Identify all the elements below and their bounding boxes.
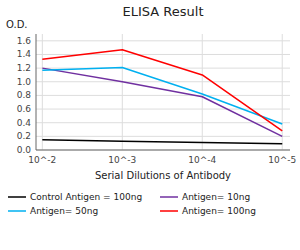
grid-line-x	[202, 34, 203, 150]
grid-line-y	[36, 150, 290, 151]
grid-line-y	[36, 136, 290, 137]
legend-swatch	[160, 210, 178, 212]
y-tick-label: 0.2	[17, 131, 31, 141]
legend-entry: Antigen= 100ng	[182, 206, 256, 216]
legend-entry: Antigen= 50ng	[30, 206, 98, 216]
x-tick-label: 10^-5	[268, 155, 296, 165]
y-tick-label: 1.6	[17, 36, 32, 46]
legend-swatch	[8, 196, 26, 198]
series-line	[42, 140, 282, 144]
x-tick-label: 10^-4	[188, 155, 216, 165]
grid-line-x	[282, 34, 283, 150]
x-tick-label: 10^-2	[28, 155, 56, 165]
grid-line-y	[36, 122, 290, 123]
legend: Control Antigen = 100ng Antigen= 10ng Anti…	[8, 192, 256, 216]
x-axis-line	[36, 150, 290, 151]
grid-line-x	[122, 34, 123, 150]
y-axis-label: O.D.	[6, 19, 28, 30]
x-tick-label: 10^-3	[108, 155, 136, 165]
y-tick-label: 0.0	[17, 145, 32, 155]
grid-line-y	[36, 95, 290, 96]
y-tick-label: 1.4	[17, 49, 32, 59]
grid-line-y	[36, 40, 290, 41]
legend-entry: Antigen= 10ng	[182, 192, 250, 202]
grid	[36, 34, 290, 150]
series-line	[42, 50, 282, 131]
legend-entry: Control Antigen = 100ng	[30, 192, 142, 202]
grid-line-x	[42, 34, 43, 150]
legend-swatch	[160, 196, 178, 198]
y-tick-label: 1.2	[17, 63, 31, 73]
x-axis-label: Serial Dilutions of Antibody	[95, 170, 231, 181]
series-line	[42, 68, 282, 136]
title: ELISA Result	[123, 4, 204, 19]
y-tick-label: 1.0	[17, 77, 32, 87]
y-tick-label: 0.6	[17, 104, 32, 114]
legend-swatch	[8, 210, 26, 212]
chart: ELISA Result O.D. 0.0 0.2 0.4 0.6 0.8 1.0 1.2 1.4…	[0, 0, 300, 250]
plot-area	[42, 50, 282, 144]
y-tick-label: 0.4	[17, 118, 32, 128]
series-line	[42, 67, 282, 124]
y-tick-label: 0.8	[17, 90, 32, 100]
y-axis-line	[36, 34, 37, 150]
